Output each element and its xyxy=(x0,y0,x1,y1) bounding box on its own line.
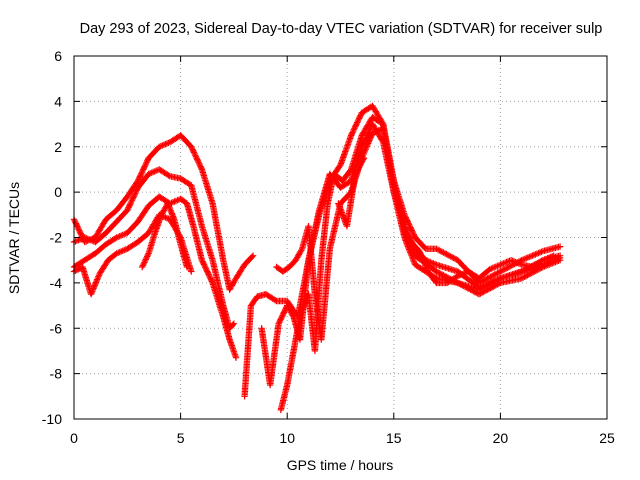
series-track-9 xyxy=(277,114,564,414)
x-tick-label: 10 xyxy=(279,430,295,446)
y-tick-label: -8 xyxy=(50,366,63,382)
y-tick-label: -4 xyxy=(50,275,63,291)
chart-title: Day 293 of 2023, Sidereal Day-to-day VTE… xyxy=(80,21,603,37)
y-tick-label: -2 xyxy=(50,230,63,246)
x-tick-label: 5 xyxy=(177,430,185,446)
marker-trail xyxy=(335,154,368,230)
y-tick-label: -6 xyxy=(50,320,63,336)
y-tick-label: 6 xyxy=(54,48,62,64)
x-tick-label: 0 xyxy=(70,430,78,446)
data-markers xyxy=(70,102,564,414)
y-tick-label: 2 xyxy=(54,139,62,155)
series-track-5 xyxy=(139,200,191,271)
x-tick-label: 25 xyxy=(599,430,615,446)
series-track-11 xyxy=(407,238,557,287)
y-tick-label: -10 xyxy=(42,411,62,427)
y-tick-label: 0 xyxy=(54,184,62,200)
marker-trail xyxy=(139,200,191,271)
y-tick-label: 4 xyxy=(54,93,62,109)
x-axis-label: GPS time / hours xyxy=(287,457,394,473)
marker-trail xyxy=(277,114,564,414)
x-tick-labels: 0 5 10 15 20 25 xyxy=(70,430,615,446)
axis-ticks xyxy=(73,55,608,420)
x-tick-label: 20 xyxy=(493,430,509,446)
x-tick-label: 15 xyxy=(386,430,402,446)
marker-trail xyxy=(407,238,557,287)
series-track-10 xyxy=(335,154,368,230)
y-tick-labels: -10 -8 -6 -4 -2 0 2 4 6 xyxy=(42,48,62,427)
y-axis-label: SDTVAR / TECUs xyxy=(6,182,22,294)
grid-lines xyxy=(74,56,607,419)
